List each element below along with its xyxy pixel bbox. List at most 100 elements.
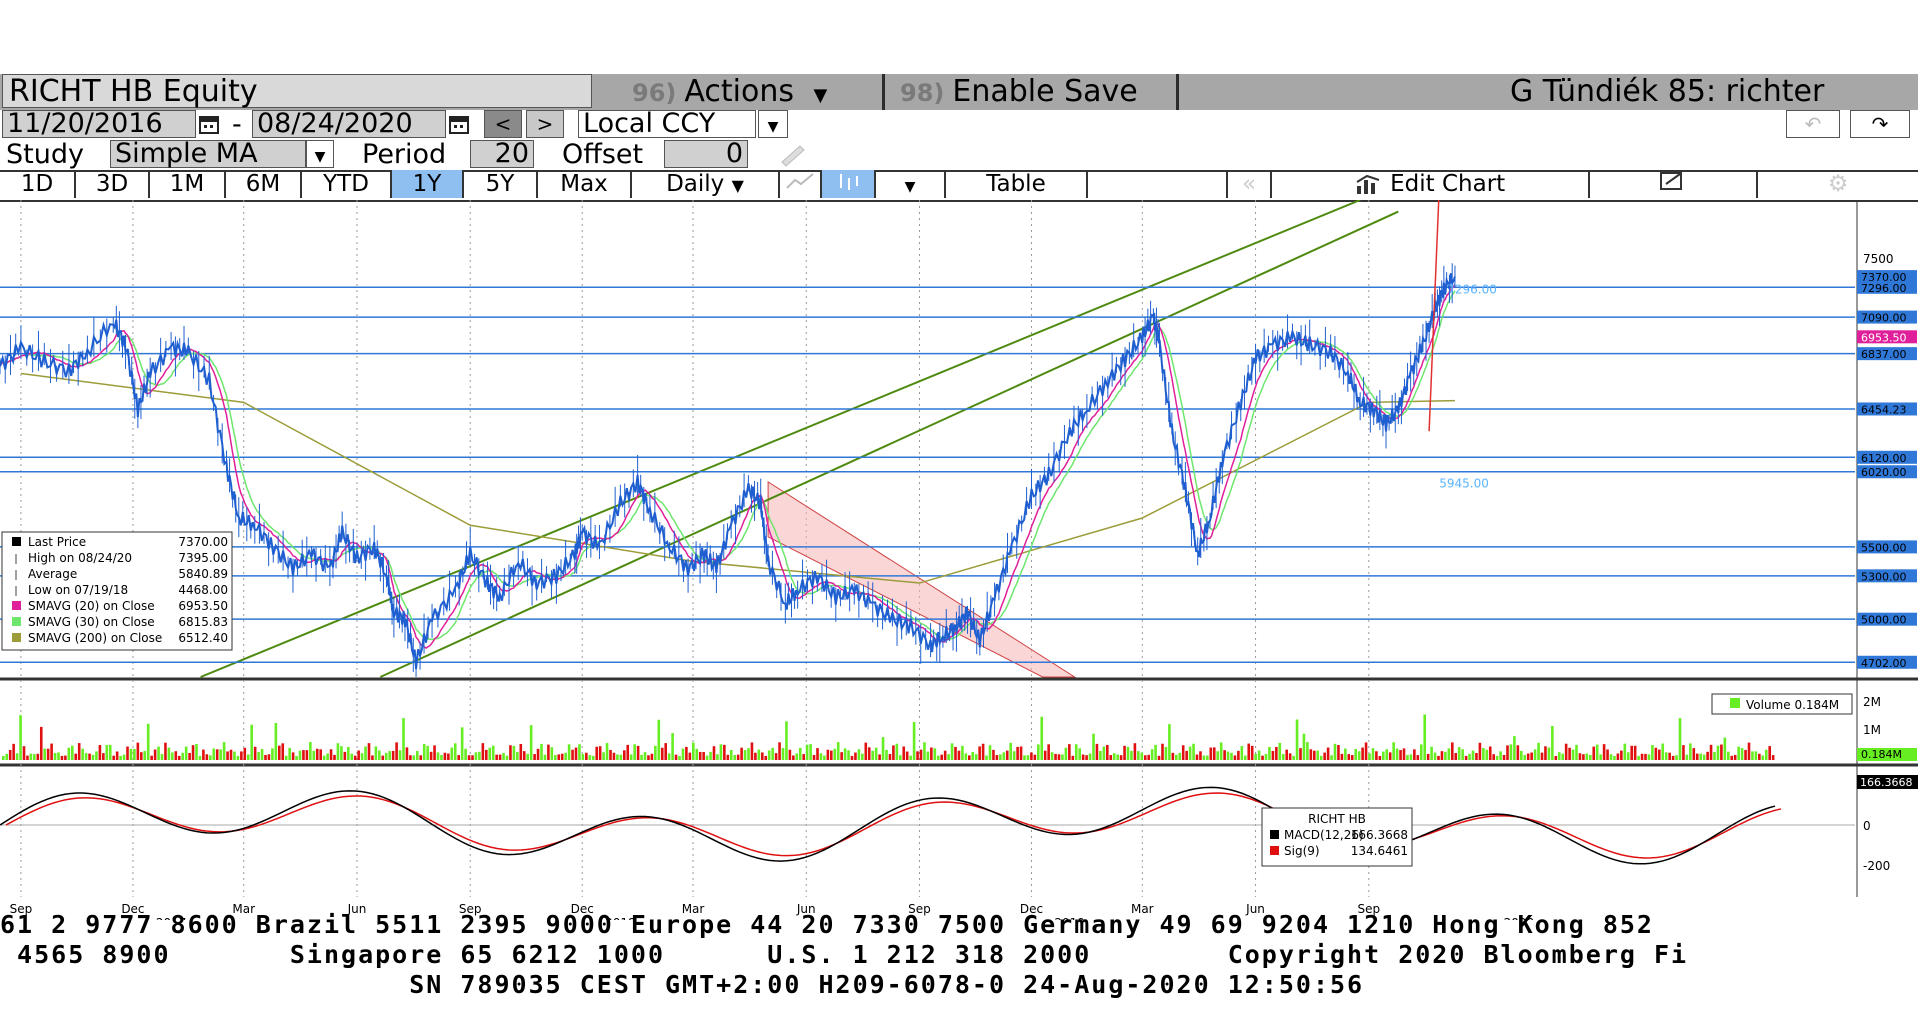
volume-bar	[761, 752, 764, 760]
enable-save-number: 98)	[900, 79, 945, 107]
volume-bar	[940, 754, 943, 760]
volume-bar	[840, 752, 843, 760]
redo-button[interactable]: ↷	[1850, 110, 1910, 138]
volume-bar	[1589, 755, 1592, 760]
study-label: Study	[6, 139, 84, 170]
table-button[interactable]: Table	[946, 170, 1088, 198]
volume-bar	[1188, 746, 1192, 760]
edit-chart-button[interactable]: Edit Chart	[1272, 170, 1590, 198]
volume-bar	[529, 725, 533, 760]
volume-bar	[809, 744, 812, 760]
price-tag-box	[1857, 330, 1917, 344]
volume-bar	[112, 755, 115, 760]
bar-chart-button[interactable]	[822, 170, 876, 198]
calendar-icon[interactable]	[198, 112, 220, 136]
tab-3d[interactable]: 3D	[76, 170, 150, 198]
bar-chart-icon	[840, 174, 858, 190]
tab-1d[interactable]: 1D	[0, 170, 76, 198]
volume-bar	[229, 749, 233, 760]
volume-bar	[153, 749, 157, 760]
volume-bar	[988, 745, 992, 760]
actions-menu[interactable]: 96) Actions ▼	[632, 74, 827, 110]
volume-bar	[1068, 744, 1071, 760]
price-tag-box	[1857, 310, 1917, 324]
volume-legend-marker	[1730, 698, 1740, 708]
volume-bar	[395, 742, 398, 760]
price-chart[interactable]: 7500 7370.00 7296.00 7090.00 6953.50 6837.00 6…	[0, 200, 1918, 920]
volume-bar	[378, 750, 381, 760]
currency-select[interactable]: Local CCY	[578, 110, 756, 138]
volume-bar	[1620, 750, 1623, 760]
volume-bar	[1392, 742, 1395, 760]
tab-1y[interactable]: 1Y	[392, 170, 464, 198]
calendar-icon[interactable]	[448, 112, 470, 136]
volume-bar	[985, 755, 988, 760]
volume-bar	[1040, 716, 1044, 760]
enable-save-button[interactable]: 98) Enable Save	[900, 74, 1138, 110]
volume-bar	[1464, 755, 1468, 760]
volume-bar	[1523, 754, 1527, 760]
start-date-field[interactable]: 11/20/2016	[2, 110, 196, 138]
volume-bar	[857, 749, 861, 760]
volume-bar	[1299, 748, 1302, 760]
chart-type-dropdown[interactable]: ▼	[876, 170, 946, 198]
volume-bar	[1585, 753, 1589, 760]
volume-bar	[902, 746, 906, 760]
volume-bar	[464, 748, 467, 760]
prev-period-button[interactable]: <	[484, 110, 522, 138]
volume-bar	[657, 719, 661, 760]
volume-bar	[681, 748, 685, 760]
tab-5y[interactable]: 5Y	[464, 170, 538, 198]
end-date-field[interactable]: 08/24/2020	[252, 110, 446, 138]
tab-max[interactable]: Max	[538, 170, 632, 198]
volume-bar	[243, 747, 247, 760]
volume-bar	[246, 754, 250, 760]
volume-bar	[46, 748, 50, 760]
volume-bar	[1278, 742, 1282, 760]
line-chart-button[interactable]	[780, 170, 822, 198]
study-select[interactable]: Simple MA	[110, 140, 306, 168]
volume-bar	[1050, 752, 1054, 760]
volume-bar	[471, 755, 474, 760]
volume-bar	[1126, 746, 1130, 760]
volume-bar	[1640, 753, 1644, 760]
tab-ytd[interactable]: YTD	[302, 170, 392, 198]
volume-bar	[802, 754, 805, 760]
volume-bar	[1689, 743, 1692, 760]
dropdown-caret-icon: ▼	[731, 176, 744, 195]
settings-button[interactable]: ⚙	[1758, 170, 1918, 198]
volume-bar	[1033, 754, 1037, 760]
volume-bar	[871, 750, 874, 760]
volume-bar	[1285, 749, 1288, 760]
tab-1m[interactable]: 1M	[150, 170, 226, 198]
volume-bar	[419, 755, 423, 760]
volume-bar	[219, 749, 222, 760]
currency-dropdown[interactable]: ▼	[758, 110, 788, 138]
offset-field[interactable]: 0	[664, 140, 748, 168]
security-field[interactable]: RICHT HB Equity	[2, 74, 592, 109]
volume-bar	[181, 752, 184, 760]
volume-bar	[1685, 754, 1689, 760]
volume-bar	[1354, 748, 1357, 760]
study-dropdown[interactable]: ▼	[306, 140, 334, 168]
volume-bar	[826, 749, 830, 760]
volume-bar	[1357, 751, 1361, 760]
frequency-select[interactable]: Daily ▼	[632, 170, 780, 198]
volume-bar	[536, 748, 540, 760]
volume-bar	[1437, 755, 1440, 760]
tab-bar	[0, 170, 1918, 202]
volume-bar	[1026, 755, 1030, 760]
next-period-button[interactable]: >	[526, 110, 564, 138]
volume-bar	[1506, 745, 1509, 760]
volume-bar	[1537, 742, 1540, 760]
undo-button[interactable]: ↶	[1786, 110, 1840, 138]
tab-6m[interactable]: 6M	[226, 170, 302, 198]
volume-bar	[336, 743, 340, 760]
period-field[interactable]: 20	[470, 140, 534, 168]
volume-bar	[1533, 749, 1537, 760]
volume-bar	[1571, 749, 1575, 760]
annotate-button[interactable]	[1590, 170, 1758, 198]
pencil-icon[interactable]	[776, 140, 810, 168]
volume-bar	[412, 755, 416, 760]
collapse-button[interactable]: «	[1228, 170, 1272, 198]
